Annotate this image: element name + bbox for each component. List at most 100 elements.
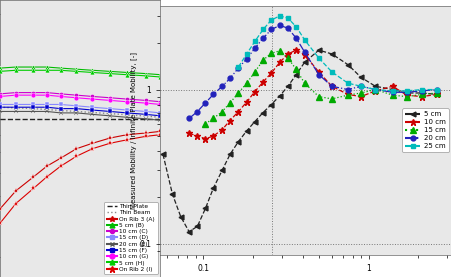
5 cm (B) xyxy=(58,66,63,70)
10 cm (C) xyxy=(157,100,163,103)
5 cm xyxy=(227,153,232,156)
5 cm xyxy=(260,111,265,114)
5 cm (B) xyxy=(124,71,129,74)
10 cm (G) xyxy=(157,103,163,106)
20 cm (E) xyxy=(107,114,112,117)
10 cm xyxy=(315,70,321,74)
10 cm xyxy=(372,89,377,93)
5 cm xyxy=(418,91,423,95)
25 cm xyxy=(293,25,298,29)
20 cm xyxy=(372,88,377,91)
5 cm (B) xyxy=(13,65,18,69)
Line: 5 cm (B): 5 cm (B) xyxy=(0,65,162,77)
5 cm (H) xyxy=(89,71,95,74)
15 cm xyxy=(235,91,240,95)
20 cm (E) xyxy=(143,117,148,120)
25 cm xyxy=(433,88,439,91)
15 cm xyxy=(202,122,208,125)
On Rib 3 (A) xyxy=(143,131,148,135)
25 cm xyxy=(285,17,290,20)
On Rib 3 (A) xyxy=(0,207,3,211)
15 cm xyxy=(285,56,290,60)
20 cm (E) xyxy=(58,111,63,115)
10 cm xyxy=(235,110,240,113)
25 cm xyxy=(372,88,377,91)
5 cm xyxy=(285,84,290,88)
15 cm xyxy=(403,95,409,98)
10 cm (G) xyxy=(0,95,3,98)
Line: 25 cm: 25 cm xyxy=(235,14,438,93)
10 cm (G) xyxy=(89,98,95,101)
20 cm (E) xyxy=(44,110,49,113)
On Rib 2 (I) xyxy=(74,155,79,158)
5 cm xyxy=(219,169,225,172)
20 cm xyxy=(345,88,350,91)
10 cm xyxy=(345,93,350,96)
Legend: Thin Plate, Thin Beam, On Rib 3 (A), 5 cm (B), 10 cm (C), 15 cm (D), 20 cm (E), : Thin Plate, Thin Beam, On Rib 3 (A), 5 c… xyxy=(104,202,157,274)
15 cm xyxy=(293,68,298,71)
10 cm xyxy=(433,93,439,96)
Line: 15 cm: 15 cm xyxy=(202,48,439,127)
15 cm (F) xyxy=(74,107,79,110)
25 cm xyxy=(358,84,363,88)
Line: 10 cm (C): 10 cm (C) xyxy=(0,91,162,104)
5 cm (B) xyxy=(31,65,36,69)
20 cm xyxy=(276,24,282,27)
20 cm xyxy=(389,91,395,94)
10 cm xyxy=(301,53,307,57)
25 cm xyxy=(389,89,395,93)
On Rib 2 (I) xyxy=(89,147,95,150)
15 cm xyxy=(268,52,273,55)
5 cm (H) xyxy=(0,70,3,73)
15 cm (D) xyxy=(44,103,49,106)
On Rib 2 (I) xyxy=(124,138,129,142)
20 cm (E) xyxy=(89,113,95,116)
20 cm (E) xyxy=(124,116,129,119)
15 cm (D) xyxy=(58,103,63,106)
Line: 20 cm (E): 20 cm (E) xyxy=(0,109,162,123)
5 cm xyxy=(403,91,409,95)
5 cm (H) xyxy=(13,69,18,72)
15 cm xyxy=(210,117,216,120)
25 cm xyxy=(301,38,307,42)
25 cm xyxy=(268,18,273,22)
5 cm xyxy=(389,88,395,91)
10 cm (C) xyxy=(143,99,148,102)
15 cm (F) xyxy=(143,113,148,116)
On Rib 2 (I) xyxy=(107,142,112,145)
Line: On Rib 3 (A): On Rib 3 (A) xyxy=(0,129,163,212)
20 cm xyxy=(268,28,273,31)
10 cm xyxy=(293,48,298,52)
Y-axis label: Measured Mobility / Infinite Plate Mobility, [-]: Measured Mobility / Infinite Plate Mobil… xyxy=(129,52,136,209)
20 cm (E) xyxy=(13,110,18,113)
Legend: 5 cm, 10 cm, 15 cm, 20 cm, 25 cm: 5 cm, 10 cm, 15 cm, 20 cm, 25 cm xyxy=(401,108,447,152)
10 cm xyxy=(403,93,409,97)
10 cm xyxy=(219,128,225,131)
Line: On Rib 2 (I): On Rib 2 (I) xyxy=(0,132,163,226)
25 cm xyxy=(328,70,334,74)
15 cm (D) xyxy=(13,103,18,106)
10 cm (C) xyxy=(89,95,95,98)
15 cm xyxy=(433,91,439,95)
15 cm (F) xyxy=(124,111,129,115)
15 cm (F) xyxy=(107,110,112,113)
15 cm xyxy=(358,91,363,95)
5 cm xyxy=(268,103,273,106)
15 cm (F) xyxy=(44,106,49,109)
10 cm xyxy=(268,71,273,75)
10 cm xyxy=(276,61,282,64)
20 cm xyxy=(244,57,249,61)
20 cm xyxy=(219,84,225,88)
5 cm xyxy=(301,61,307,64)
20 cm xyxy=(315,73,321,76)
On Rib 3 (A) xyxy=(44,165,49,168)
25 cm xyxy=(260,28,265,31)
15 cm xyxy=(345,93,350,97)
On Rib 3 (A) xyxy=(13,189,18,193)
10 cm xyxy=(389,84,395,88)
5 cm xyxy=(210,186,216,190)
5 cm xyxy=(433,93,439,96)
10 cm (C) xyxy=(31,91,36,94)
15 cm (D) xyxy=(0,103,3,106)
Line: 10 cm (G): 10 cm (G) xyxy=(0,93,162,107)
